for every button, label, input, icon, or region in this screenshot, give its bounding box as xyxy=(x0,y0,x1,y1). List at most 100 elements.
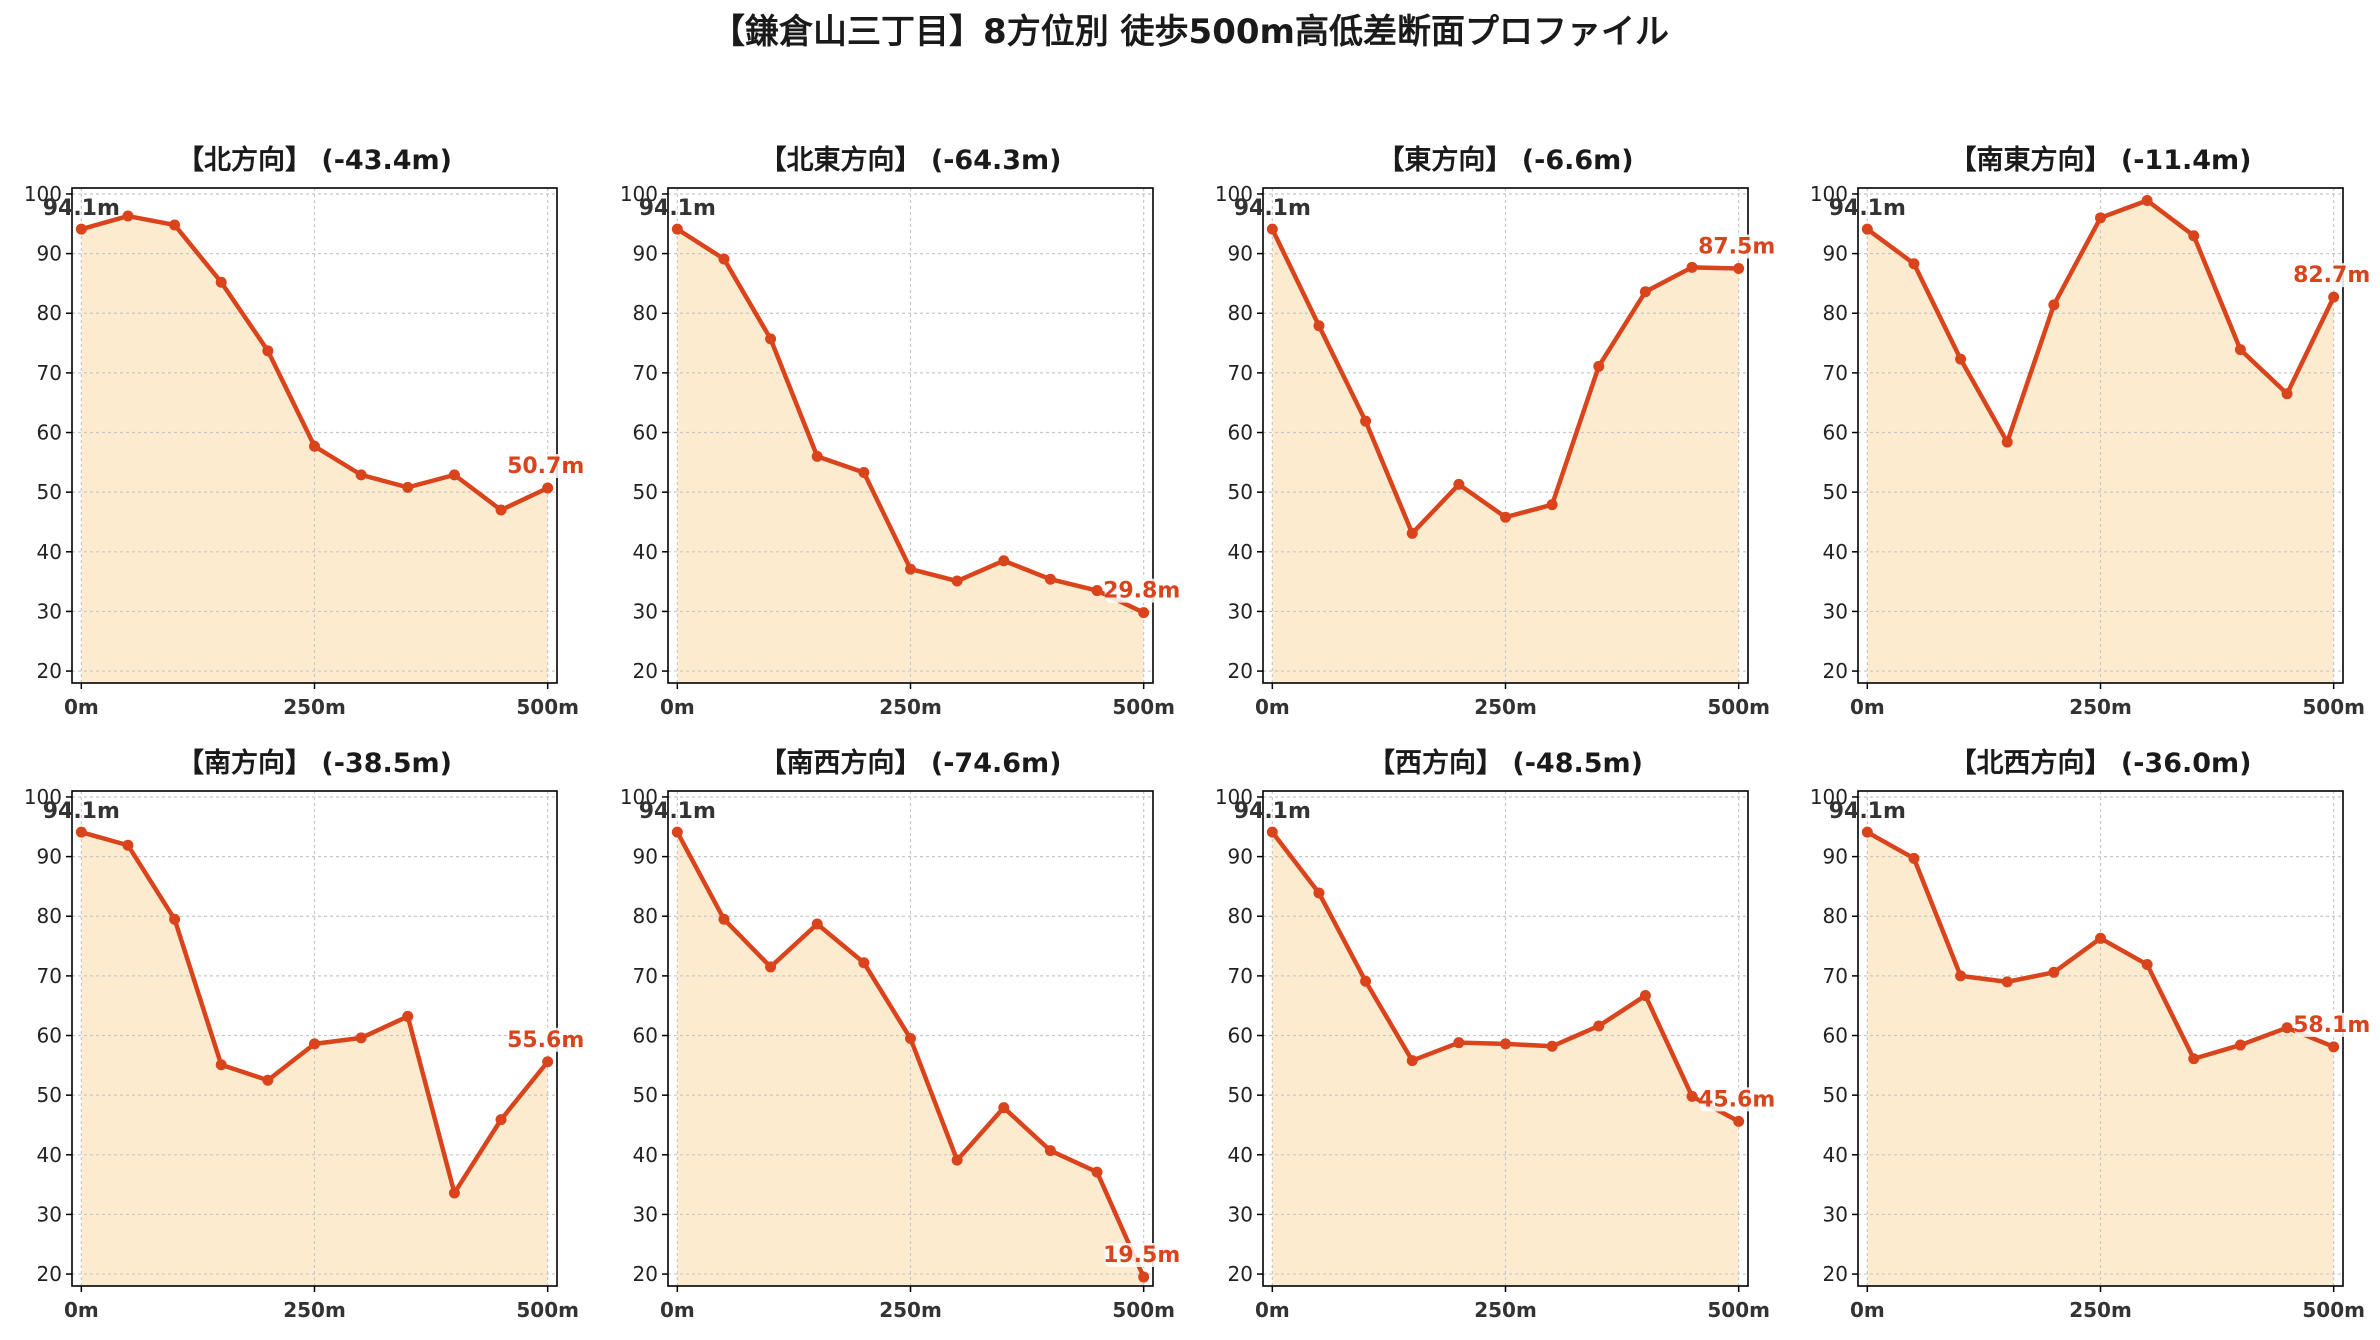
end-elevation-label: 82.7m xyxy=(2293,263,2370,288)
data-point xyxy=(448,469,460,481)
data-point xyxy=(1138,1271,1150,1283)
y-tick-label: 50 xyxy=(37,480,62,504)
data-point xyxy=(169,219,181,231)
y-tick-label: 30 xyxy=(37,599,62,623)
data-point xyxy=(542,482,554,494)
data-point xyxy=(1861,223,1873,235)
data-point xyxy=(1138,607,1150,619)
data-point xyxy=(1908,852,1920,864)
y-tick-label: 100 xyxy=(24,785,62,809)
x-tick-label: 250m xyxy=(1474,1298,1537,1322)
y-tick-label: 20 xyxy=(1823,1262,1848,1286)
y-tick-label: 70 xyxy=(37,964,62,988)
y-tick-label: 50 xyxy=(37,1083,62,1107)
x-tick-label: 0m xyxy=(1850,1298,1885,1322)
data-point xyxy=(495,504,507,516)
panel-6: 【西方向】 (-48.5m) 20 30 40 50 60 70 80 90 100 0m 250m 5… xyxy=(1215,747,1775,1322)
y-tick-label: 50 xyxy=(633,1083,658,1107)
data-point xyxy=(998,1102,1010,1114)
data-point xyxy=(402,1010,414,1022)
x-tick-label: 250m xyxy=(283,1298,346,1322)
data-point xyxy=(1360,415,1372,427)
data-point xyxy=(1686,261,1698,273)
data-point xyxy=(542,1056,554,1068)
data-point xyxy=(2234,344,2246,356)
data-point xyxy=(1091,1166,1103,1178)
y-tick-label: 90 xyxy=(1228,242,1253,266)
y-tick-label: 90 xyxy=(633,242,658,266)
y-tick-label: 70 xyxy=(1823,361,1848,385)
y-tick-label: 50 xyxy=(633,480,658,504)
y-tick-label: 60 xyxy=(1823,1024,1848,1048)
data-point xyxy=(2328,1041,2340,1053)
panel-0: 【北方向】 (-43.4m) 20 30 40 50 60 70 80 90 100 0m 250m 5… xyxy=(24,144,584,719)
panel-title: 【北西方向】 (-36.0m) xyxy=(1949,747,2251,779)
area-fill xyxy=(81,832,548,1286)
y-tick-label: 60 xyxy=(633,421,658,445)
panel-title: 【南方向】 (-38.5m) xyxy=(177,747,452,779)
data-point xyxy=(1733,1115,1745,1127)
y-tick-label: 20 xyxy=(633,659,658,683)
y-tick-label: 70 xyxy=(37,361,62,385)
y-tick-label: 70 xyxy=(633,361,658,385)
data-point xyxy=(811,918,823,930)
y-tick-label: 90 xyxy=(1823,242,1848,266)
y-tick-label: 90 xyxy=(1823,845,1848,869)
end-elevation-label: 50.7m xyxy=(507,454,584,479)
y-tick-label: 90 xyxy=(37,242,62,266)
y-tick-label: 100 xyxy=(1215,182,1253,206)
data-point xyxy=(1639,286,1651,298)
data-point xyxy=(75,223,87,235)
data-point xyxy=(1593,1020,1605,1032)
y-tick-label: 100 xyxy=(1215,785,1253,809)
y-tick-label: 30 xyxy=(1228,1202,1253,1226)
start-elevation-label: 94.1m xyxy=(43,196,120,221)
panel-title: 【南東方向】 (-11.4m) xyxy=(1949,144,2251,176)
panel-title: 【東方向】 (-6.6m) xyxy=(1377,144,1633,176)
y-tick-label: 20 xyxy=(37,1262,62,1286)
y-tick-label: 50 xyxy=(1823,480,1848,504)
y-tick-label: 90 xyxy=(37,845,62,869)
panel-5: 【南西方向】 (-74.6m) 20 30 40 50 60 70 80 90 100 0m 250m… xyxy=(620,747,1180,1322)
y-tick-label: 30 xyxy=(633,1202,658,1226)
data-point xyxy=(122,210,134,222)
data-point xyxy=(2188,230,2200,242)
x-tick-label: 0m xyxy=(64,695,99,719)
y-tick-label: 20 xyxy=(37,659,62,683)
start-elevation-label: 94.1m xyxy=(1829,196,1906,221)
y-tick-label: 60 xyxy=(633,1024,658,1048)
start-elevation-label: 94.1m xyxy=(639,196,716,221)
data-point xyxy=(1500,511,1511,523)
x-tick-label: 0m xyxy=(1850,695,1885,719)
end-label-box xyxy=(2294,1012,2369,1037)
data-point xyxy=(998,555,1010,567)
y-tick-label: 80 xyxy=(37,904,62,928)
y-tick-label: 60 xyxy=(1228,421,1253,445)
y-tick-label: 30 xyxy=(1228,599,1253,623)
y-tick-label: 80 xyxy=(37,301,62,325)
end-label-box xyxy=(1699,1087,1774,1112)
data-point xyxy=(2048,966,2060,978)
data-point xyxy=(1313,887,1325,899)
end-elevation-label: 55.6m xyxy=(507,1028,584,1053)
panel-title: 【北方向】 (-43.4m) xyxy=(177,144,452,176)
y-tick-label: 100 xyxy=(620,785,658,809)
data-point xyxy=(262,1074,274,1086)
data-point xyxy=(1546,1040,1558,1052)
data-point xyxy=(858,957,870,969)
data-point xyxy=(169,913,181,925)
y-tick-label: 60 xyxy=(37,1024,62,1048)
start-elevation-label: 94.1m xyxy=(1829,799,1906,824)
data-point xyxy=(765,961,777,973)
data-point xyxy=(1406,527,1418,539)
data-point xyxy=(2141,195,2153,207)
data-point xyxy=(1266,223,1278,235)
data-point xyxy=(1453,1037,1465,1049)
y-tick-label: 20 xyxy=(1228,1262,1253,1286)
y-tick-label: 30 xyxy=(37,1202,62,1226)
data-point xyxy=(1044,1145,1056,1157)
panel-3: 【南東方向】 (-11.4m) 20 30 40 50 60 70 80 90 100 0m 250m… xyxy=(1810,144,2370,719)
y-tick-label: 40 xyxy=(37,540,62,564)
y-tick-label: 30 xyxy=(1823,1202,1848,1226)
